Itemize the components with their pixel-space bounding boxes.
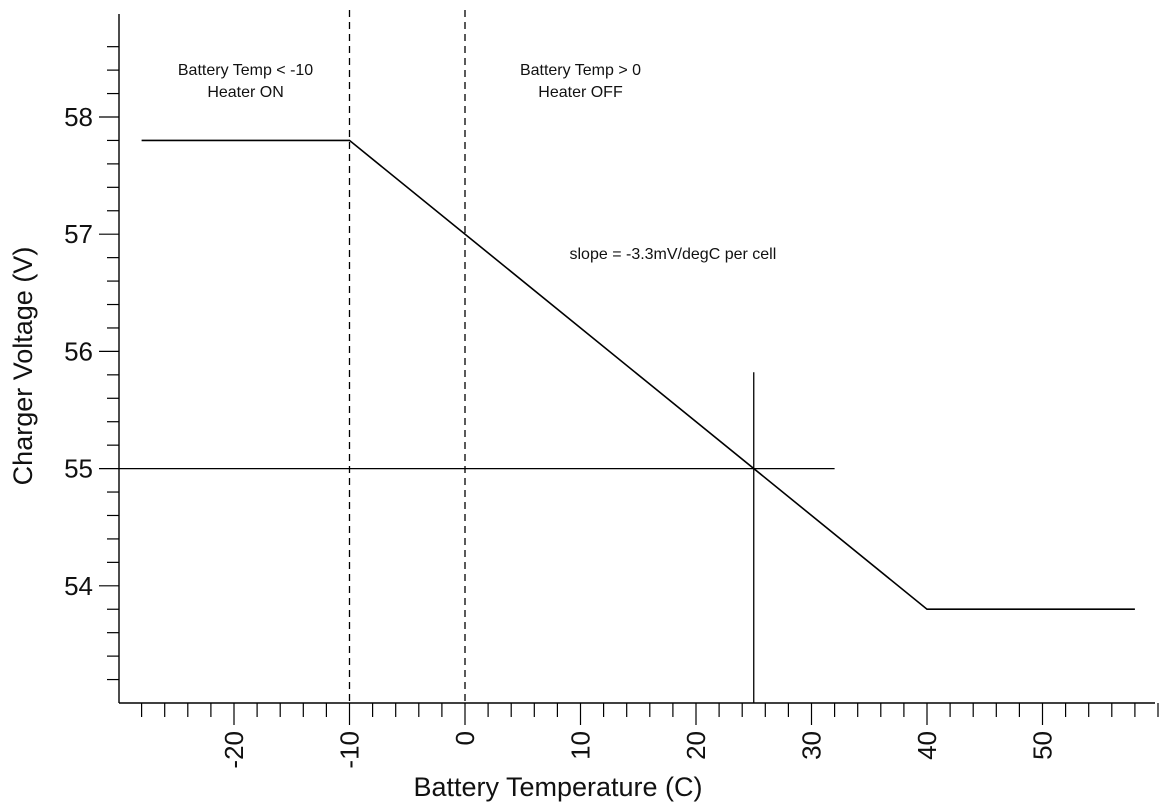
x-tick-label: 10	[566, 731, 596, 760]
x-axis-label: Battery Temperature (C)	[413, 772, 702, 802]
x-axis-ticks: -20 -10 0 10 20 30 40 50	[141, 703, 1159, 769]
axes	[118, 14, 1155, 704]
x-tick-label: -10	[335, 731, 365, 769]
annotation-heater-off-line-1: Heater OFF	[538, 84, 623, 101]
annotations: Battery Temp < -10 Heater ON Battery Temp …	[178, 62, 776, 263]
plot-marks	[119, 10, 1135, 703]
x-tick-label: 30	[797, 731, 827, 760]
x-tick-label: 20	[681, 731, 711, 760]
y-tick-label: 57	[64, 219, 93, 249]
annotation-slope-line-0: slope = -3.3mV/degC per cell	[570, 246, 777, 263]
annotation-heater-on-line-0: Battery Temp < -10	[178, 62, 313, 79]
y-axis-label: Charger Voltage (V)	[8, 247, 38, 486]
x-tick-label: 40	[912, 731, 942, 760]
y-axis-ticks: 54 55 56 57 58	[64, 46, 119, 681]
y-tick-label: 58	[64, 102, 93, 132]
series-line	[141, 139, 1135, 611]
x-tick-label: 0	[450, 731, 480, 745]
y-tick-label: 55	[64, 454, 93, 484]
y-tick-label: 56	[64, 336, 93, 366]
annotation-heater-on-line-1: Heater ON	[207, 84, 283, 101]
x-tick-label: -20	[219, 731, 249, 769]
y-tick-label: 54	[64, 571, 93, 601]
annotation-heater-off-line-0: Battery Temp > 0	[520, 62, 641, 79]
x-tick-label: 50	[1028, 731, 1058, 760]
